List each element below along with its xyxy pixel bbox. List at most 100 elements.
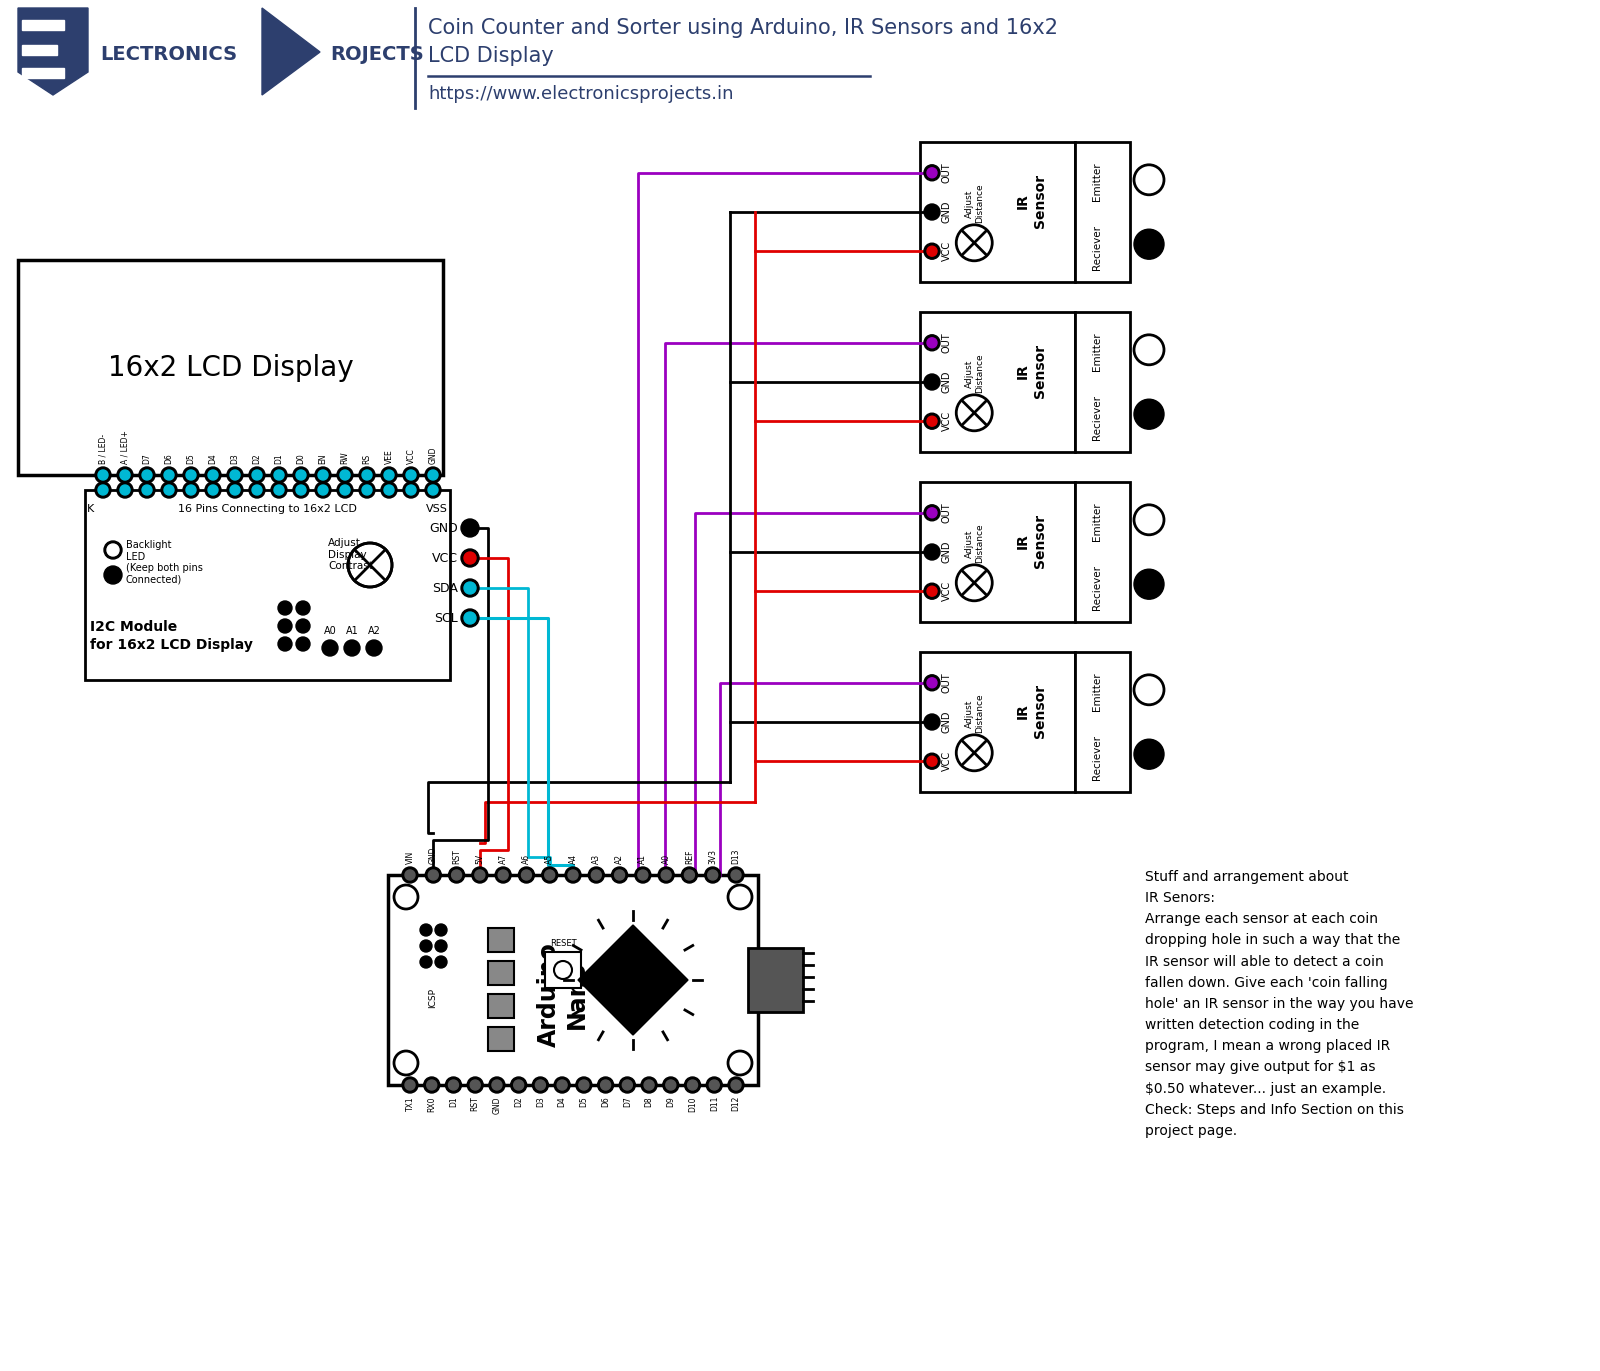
Circle shape [403,468,419,483]
Polygon shape [18,8,88,95]
Circle shape [926,587,938,596]
Circle shape [98,470,109,480]
Text: https://www.electronicsprojects.in: https://www.electronicsprojects.in [429,85,733,103]
Circle shape [682,866,698,883]
Text: D7: D7 [142,454,152,463]
Circle shape [451,871,461,880]
Circle shape [467,1078,483,1093]
Circle shape [536,1080,546,1090]
Circle shape [658,866,674,883]
Text: VCC: VCC [942,751,952,772]
Circle shape [182,483,198,498]
Circle shape [426,468,442,483]
Circle shape [296,638,310,651]
Circle shape [926,377,938,387]
Circle shape [278,618,291,633]
Text: VEE: VEE [384,450,394,463]
Text: D5: D5 [187,454,195,463]
Text: Reciever: Reciever [1091,225,1102,270]
Circle shape [435,924,446,936]
FancyBboxPatch shape [22,45,58,55]
Circle shape [381,483,397,498]
Circle shape [475,871,485,880]
Circle shape [925,335,941,351]
Circle shape [518,866,534,883]
Circle shape [186,485,195,495]
Text: A1: A1 [346,627,358,636]
Text: VCC: VCC [942,581,952,602]
Circle shape [925,204,941,219]
Circle shape [925,753,941,769]
Text: I2C Module: I2C Module [90,620,178,633]
Circle shape [619,1078,635,1093]
Circle shape [600,1080,611,1090]
Circle shape [514,1080,523,1090]
Text: D11: D11 [710,1095,718,1112]
Circle shape [464,611,477,624]
Circle shape [926,717,938,727]
Circle shape [533,1078,549,1093]
Text: D0: D0 [296,454,306,463]
Circle shape [494,866,510,883]
Text: D1: D1 [275,454,283,463]
Circle shape [182,468,198,483]
FancyBboxPatch shape [488,961,514,984]
Circle shape [448,1080,459,1090]
Circle shape [926,167,938,178]
Circle shape [296,618,310,633]
FancyBboxPatch shape [488,928,514,951]
Text: D9: D9 [666,1095,675,1106]
Circle shape [274,470,285,480]
Circle shape [1134,229,1165,259]
Circle shape [491,1080,502,1090]
Circle shape [253,470,262,480]
Text: GND: GND [942,200,952,223]
Text: A1: A1 [638,854,648,864]
Circle shape [278,638,291,651]
Circle shape [542,866,558,883]
Circle shape [339,485,350,495]
Circle shape [925,505,941,521]
Text: 3V3: 3V3 [709,849,717,864]
Circle shape [1134,569,1165,599]
Text: Emitter: Emitter [1091,672,1102,710]
Circle shape [461,520,478,537]
FancyBboxPatch shape [1075,483,1130,622]
Circle shape [274,485,285,495]
Circle shape [315,468,331,483]
Circle shape [162,483,178,498]
Circle shape [162,468,178,483]
Text: IR
Sensor: IR Sensor [1016,344,1048,398]
Text: OUT: OUT [942,503,952,524]
Circle shape [381,468,397,483]
Circle shape [638,871,648,880]
FancyBboxPatch shape [546,951,581,988]
Text: GND: GND [429,846,438,864]
Circle shape [925,714,941,729]
Text: GND: GND [942,710,952,733]
Circle shape [296,600,310,616]
Text: Stuff and arrangement about
IR Senors:
Arrange each sensor at each coin
dropping: Stuff and arrangement about IR Senors: A… [1146,871,1413,1138]
FancyBboxPatch shape [18,260,443,474]
Circle shape [117,483,133,498]
Text: RESET: RESET [550,939,576,947]
FancyBboxPatch shape [1075,143,1130,282]
FancyBboxPatch shape [749,947,803,1012]
Circle shape [250,483,266,498]
Text: RW: RW [341,451,349,463]
Circle shape [926,337,938,348]
Circle shape [405,1080,414,1090]
Text: K: K [86,505,94,514]
Circle shape [728,1078,744,1093]
Circle shape [139,468,155,483]
Text: GND: GND [429,521,458,535]
Text: 16x2 LCD Display: 16x2 LCD Display [107,354,354,381]
Circle shape [661,871,670,880]
Circle shape [472,866,488,883]
FancyBboxPatch shape [22,21,64,30]
Text: for 16x2 LCD Display: for 16x2 LCD Display [90,638,253,653]
Circle shape [925,374,941,389]
Text: GND: GND [942,540,952,563]
Circle shape [139,483,155,498]
Circle shape [94,468,110,483]
